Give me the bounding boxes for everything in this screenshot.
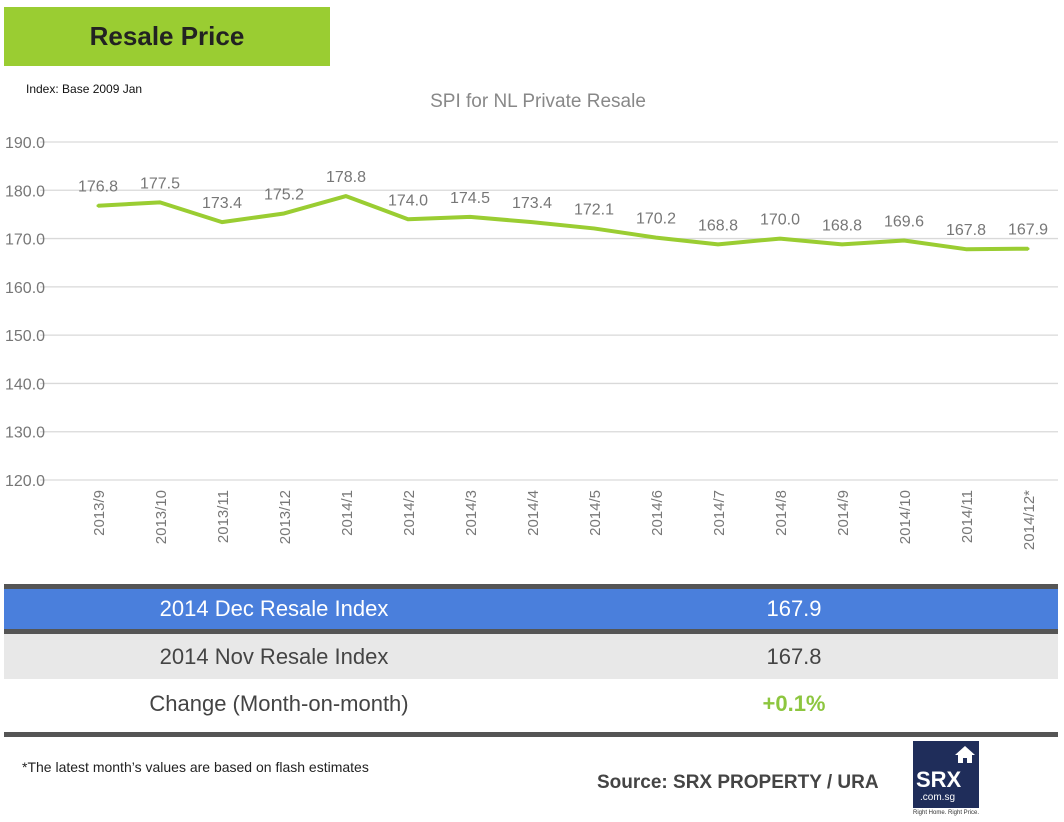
x-tick-label: 2014/4: [525, 490, 542, 536]
data-point: [778, 237, 782, 241]
x-tick-label: 2014/11: [959, 490, 976, 543]
row-value: 167.8: [766, 643, 822, 669]
row-label: Change (Month-on-month): [149, 690, 409, 716]
x-tick-label: 2014/9: [835, 490, 852, 536]
x-tick-label: 2014/3: [463, 490, 480, 536]
data-label: 176.8: [78, 179, 118, 196]
series-line: [97, 194, 1029, 252]
data-label: 167.9: [1008, 222, 1048, 239]
x-tick-label: 2014/2: [401, 490, 418, 536]
data-label: 178.8: [326, 169, 366, 186]
y-tick-label: 140.0: [5, 376, 45, 393]
y-tick-label: 130.0: [5, 425, 45, 442]
data-point: [344, 194, 348, 198]
y-tick-label: 160.0: [5, 280, 45, 297]
y-tick-label: 170.0: [5, 232, 45, 249]
data-label: 170.0: [760, 212, 800, 229]
logo-sub: .com.sg: [920, 792, 956, 803]
x-tick-label: 2014/6: [649, 490, 666, 536]
data-label: 173.4: [202, 195, 242, 212]
x-tick-label: 2014/12*: [1021, 490, 1038, 550]
y-tick-label: 120.0: [5, 473, 45, 490]
row-value: 167.9: [766, 596, 822, 621]
data-label: 174.5: [450, 190, 490, 207]
y-tick-label: 190.0: [5, 135, 45, 152]
data-label: 167.8: [946, 222, 986, 239]
data-point: [592, 226, 596, 230]
x-tick-label: 2014/1: [339, 490, 356, 536]
data-label: 168.8: [822, 217, 862, 234]
data-point: [406, 217, 410, 221]
row-label: 2014 Nov Resale Index: [159, 643, 389, 669]
data-point: [530, 220, 534, 224]
index-note: Index: Base 2009 Jan: [26, 82, 143, 96]
change-value: +0.1%: [762, 690, 826, 716]
x-tick-label: 2014/10: [897, 490, 914, 544]
x-tick-label: 2014/8: [773, 490, 790, 536]
data-point: [964, 247, 968, 251]
house-icon: [955, 746, 975, 763]
logo-tagline: Right Home. Right Price.: [913, 810, 980, 816]
data-point: [468, 215, 472, 219]
table-row-nov: 2014 Nov Resale Index 167.8: [4, 634, 1058, 679]
data-point: [220, 220, 224, 224]
x-tick-label: 2013/10: [153, 490, 170, 544]
data-point: [840, 242, 844, 246]
y-tick-label: 180.0: [5, 183, 45, 200]
data-point: [902, 239, 906, 243]
table-divider: [4, 629, 1058, 634]
table-row-dec: 2014 Dec Resale Index 167.9: [4, 589, 1058, 629]
line-chart: 120.0 130.0 140.0 150.0 160.0 170.0 180.0 190.0…: [5, 135, 1058, 550]
data-point: [282, 211, 286, 215]
data-label: 174.0: [388, 192, 428, 209]
x-tick-label: 2013/12: [277, 490, 294, 544]
data-point: [716, 242, 720, 246]
data-point: [158, 200, 162, 204]
x-tick-label: 2013/11: [215, 490, 232, 543]
x-tick-label: 2013/9: [91, 490, 108, 536]
table-row-change: Change (Month-on-month) +0.1%: [4, 681, 1058, 726]
row-label: 2014 Dec Resale Index: [159, 596, 389, 621]
data-point: [654, 236, 658, 240]
data-label: 170.2: [636, 211, 676, 228]
table-divider: [4, 732, 1058, 737]
data-point: [1026, 247, 1030, 251]
data-label: 172.1: [574, 201, 614, 218]
data-label: 168.8: [698, 217, 738, 234]
flash-estimate-note: *The latest month’s values are based on …: [22, 759, 369, 775]
data-point: [96, 204, 100, 208]
data-label: 173.4: [512, 195, 552, 212]
logo-text: SRX: [916, 767, 962, 792]
source-text: Source: SRX PROPERTY / URA: [597, 772, 879, 793]
srx-logo: SRX .com.sg: [913, 741, 979, 808]
y-tick-label: 150.0: [5, 328, 45, 345]
data-label: 169.6: [884, 214, 924, 231]
x-tick-label: 2014/7: [711, 490, 728, 536]
table-divider: [4, 584, 1058, 589]
x-tick-label: 2014/5: [587, 490, 604, 536]
section-title-banner: Resale Price: [4, 7, 330, 66]
data-label: 177.5: [140, 175, 180, 192]
chart-title: SPI for NL Private Resale: [430, 91, 646, 112]
data-label: 175.2: [264, 186, 304, 203]
